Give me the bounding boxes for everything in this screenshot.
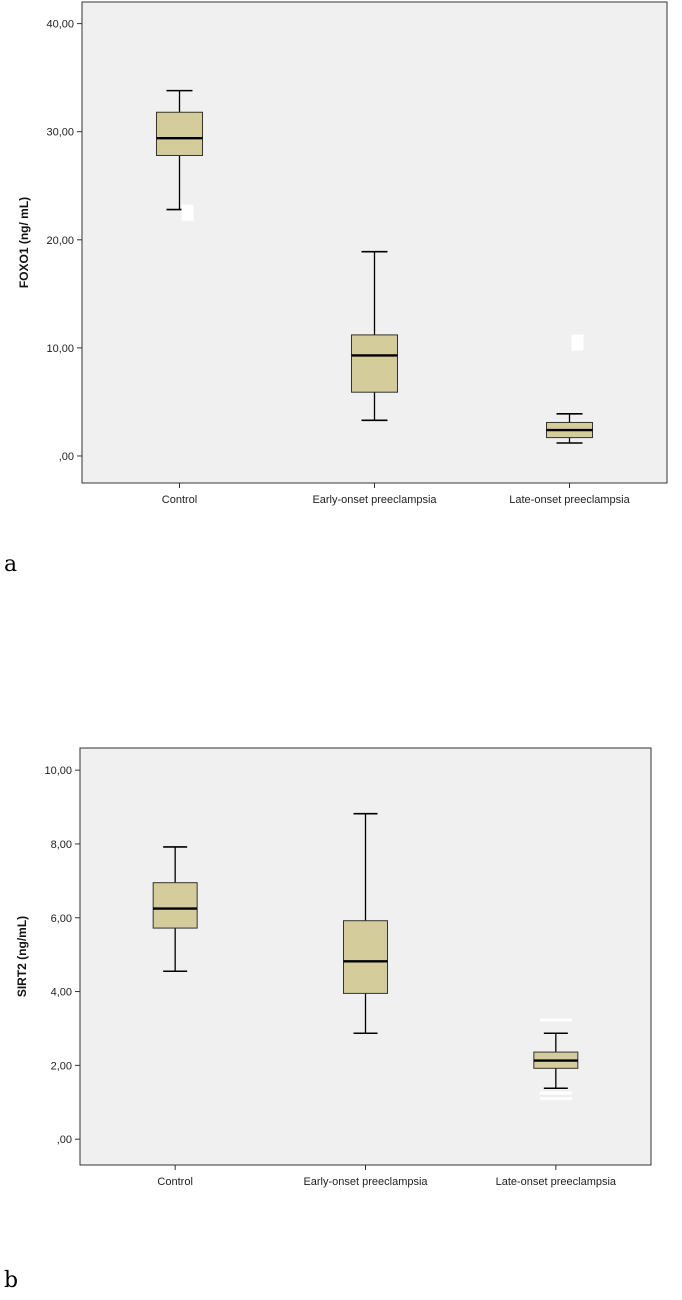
x-tick-label: Late-onset preeclampsia	[509, 494, 630, 506]
box-iqr	[152, 882, 198, 929]
panel-letter-a: a	[4, 552, 18, 577]
x-tick-label: Control	[162, 494, 197, 506]
foxo1-boxplot: ,00 10,00 20,00 30,00 40,00 FOXO1 (ng/ mL) Con…	[17, 1, 668, 506]
outlier-marker	[539, 1097, 572, 1101]
panel-letter-b: b	[4, 1268, 19, 1293]
y-axis-label: FOXO1 (ng/ mL)	[17, 197, 31, 288]
outlier-marker	[181, 204, 194, 221]
x-tick-label: Late-onset preeclampsia	[496, 1176, 617, 1188]
outlier-marker	[539, 1091, 572, 1095]
box-iqr	[156, 111, 203, 156]
y-tick-label: 6,00	[51, 913, 72, 925]
outlier-marker	[539, 1018, 572, 1022]
sirt2-boxplot: ,00 2,00 4,00 6,00 8,00 10,00 SIRT2 (ng/mL) Con…	[15, 747, 652, 1188]
y-tick-label: 30,00	[46, 127, 74, 139]
y-tick-label: 2,00	[51, 1060, 72, 1072]
x-tick-label: Early-onset preeclampsia	[303, 1176, 428, 1188]
y-tick-label: 40,00	[46, 19, 74, 31]
y-tick-label: ,00	[59, 451, 74, 463]
x-tick-label: Early-onset preeclampsia	[312, 494, 437, 506]
box-iqr	[343, 920, 388, 994]
box-iqr	[351, 334, 398, 393]
y-tick-label: 8,00	[51, 839, 72, 851]
y-tick-label: 10,00	[46, 343, 74, 355]
x-tick-label: Control	[157, 1176, 192, 1188]
y-tick-label: ,00	[57, 1134, 72, 1146]
y-tick-label: 4,00	[51, 987, 72, 999]
y-tick-label: 20,00	[46, 235, 74, 247]
y-tick-label: 10,00	[44, 765, 72, 777]
outlier-marker	[571, 334, 584, 351]
y-axis-label: SIRT2 (ng/mL)	[15, 916, 29, 997]
